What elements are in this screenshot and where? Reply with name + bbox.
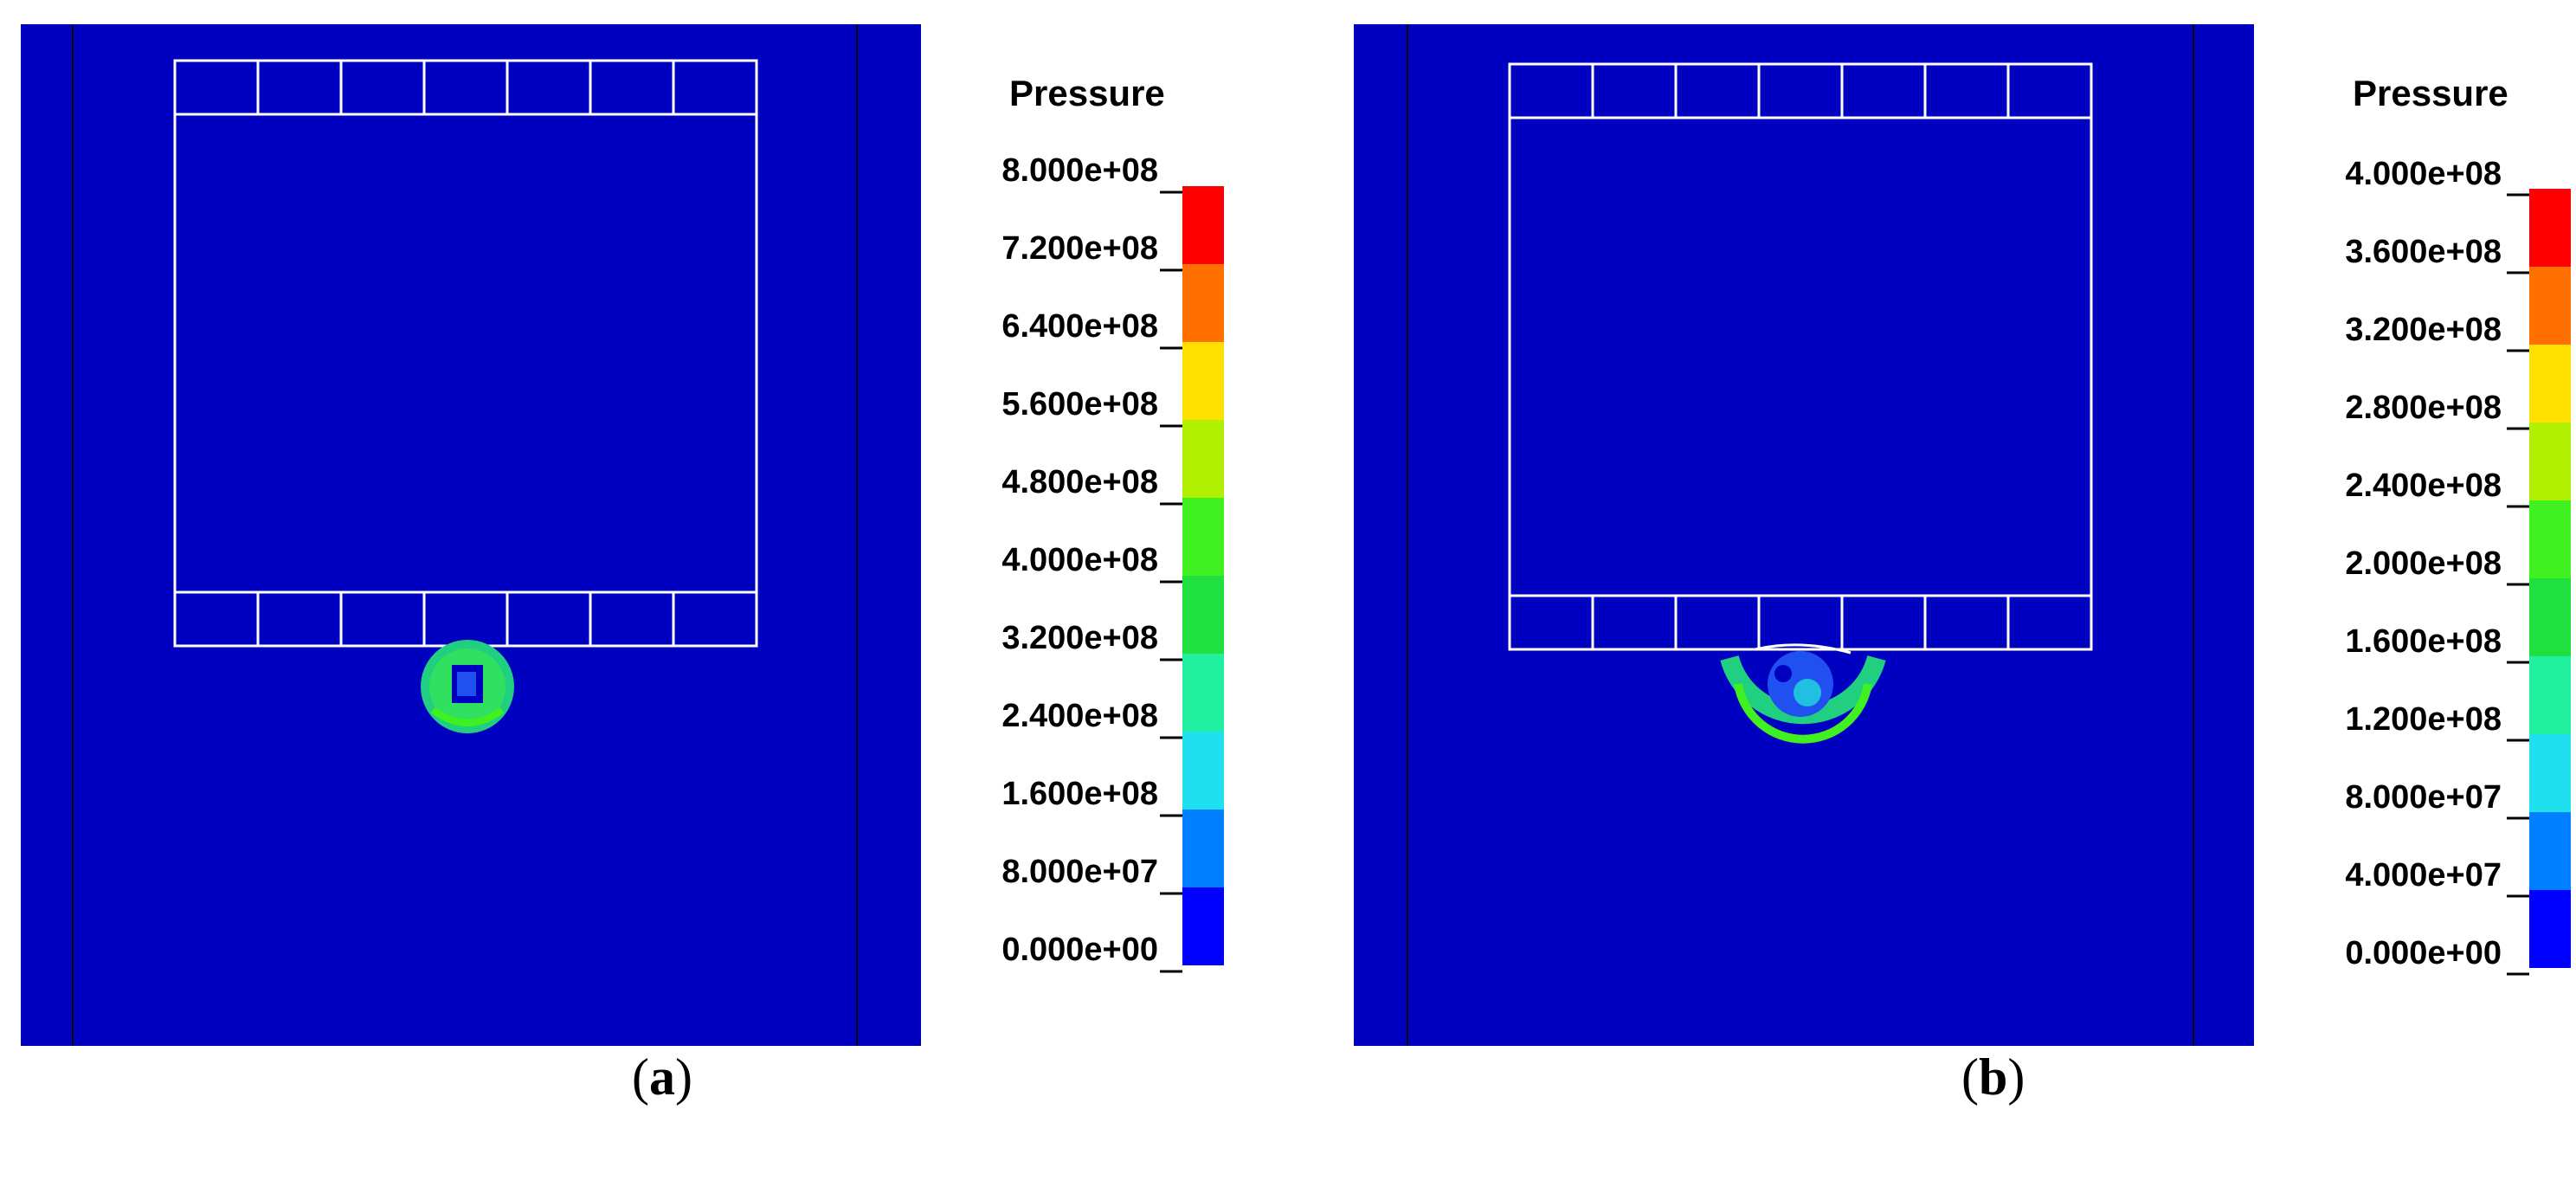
pressure-blob-a (421, 640, 514, 733)
legend-title-b: Pressure (2353, 73, 2508, 113)
field-background (1354, 24, 2254, 1046)
legend-level-a-4: 4.800e+08 (1001, 464, 1158, 500)
legend-level-b-2: 3.200e+08 (2345, 312, 2502, 348)
color-bar-ticks-b (2507, 193, 2529, 976)
field-background (21, 24, 921, 1046)
legend-level-b-9: 4.000e+07 (2345, 857, 2502, 894)
legend-level-a-9: 8.000e+07 (1001, 854, 1158, 890)
color-bar-a (1182, 186, 1224, 965)
legend-title-a: Pressure (1009, 73, 1165, 113)
caption-a: (a) (632, 1048, 692, 1106)
legend-level-a-10: 0.000e+00 (1001, 932, 1158, 968)
top-row-dividers (256, 61, 675, 114)
color-bar-b (2529, 189, 2571, 968)
legend-level-a-6: 3.200e+08 (1001, 620, 1158, 656)
bottom-row-dividers (1591, 596, 2010, 649)
legend-level-a-7: 2.400e+08 (1001, 698, 1158, 734)
panel-a: Pressure 8.000e+08 7.200e+08 6.400e+08 5… (21, 24, 1224, 1106)
legend-level-b-5: 2.000e+08 (2345, 545, 2502, 582)
legend-level-b-3: 2.800e+08 (2345, 390, 2502, 426)
legend-level-b-1: 3.600e+08 (2345, 234, 2502, 270)
legend-level-b-7: 1.200e+08 (2345, 701, 2502, 738)
legend-level-a-5: 4.000e+08 (1001, 542, 1158, 578)
legend-level-a-3: 5.600e+08 (1001, 386, 1158, 423)
legend-level-a-1: 7.200e+08 (1001, 230, 1158, 267)
legend-level-b-6: 1.600e+08 (2345, 623, 2502, 660)
simulation-view-b (1354, 24, 2571, 1046)
simulation-view-a (21, 24, 1224, 1046)
top-row-dividers (1591, 64, 2010, 118)
color-bar-ticks-a (1160, 190, 1182, 973)
legend-level-a-0: 8.000e+08 (1001, 152, 1158, 189)
legend-level-a-2: 6.400e+08 (1001, 308, 1158, 345)
caption-b: (b) (1961, 1048, 2025, 1106)
legend-level-b-4: 2.400e+08 (2345, 468, 2502, 504)
legend-level-a-8: 1.600e+08 (1001, 776, 1158, 812)
legend-level-b-10: 0.000e+00 (2345, 935, 2502, 971)
bottom-row-dividers (256, 592, 675, 646)
bottom-element-row (1508, 594, 2093, 651)
pressure-blob-b (1720, 643, 1886, 744)
legend-level-b-8: 8.000e+07 (2345, 779, 2502, 816)
panel-b: Pressure 4.000e+08 3.600e+08 3.200e+08 2… (1288, 0, 2576, 1200)
legend-level-b-0: 4.000e+08 (2345, 156, 2502, 192)
